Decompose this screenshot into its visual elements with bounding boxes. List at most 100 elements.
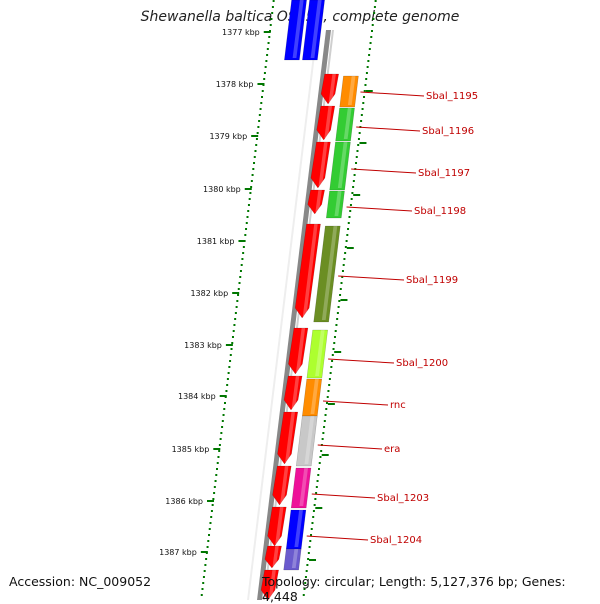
scale-dot-left bbox=[218, 450, 221, 452]
scale-dot-right bbox=[338, 300, 341, 302]
scale-dot-left bbox=[258, 120, 261, 122]
scale-dot-right bbox=[369, 42, 372, 44]
scale-dot-left bbox=[249, 192, 252, 194]
reverse-feature bbox=[264, 545, 282, 569]
scale-dot-left bbox=[239, 276, 242, 278]
kbp-scale: 1377 kbp 1378 kbp 1379 kbp 1380 kbp 1381 kbp… bbox=[159, 0, 377, 596]
scale-dot-left bbox=[218, 444, 221, 446]
scale-dot-right bbox=[374, 0, 377, 2]
scale-dot-right bbox=[328, 384, 331, 386]
scale-dot-right bbox=[372, 18, 375, 20]
cds-sbal_1195 bbox=[339, 75, 359, 108]
scale-dot-right bbox=[321, 438, 324, 440]
kbp-label: 1377 kbp bbox=[222, 28, 260, 37]
scale-dot-right bbox=[339, 288, 342, 290]
cds-sbal_1204-highlight bbox=[294, 510, 303, 547]
scale-dot-left bbox=[260, 102, 263, 104]
label-leader-line bbox=[338, 275, 405, 281]
scale-dot-left bbox=[219, 438, 222, 440]
label-leader-line bbox=[346, 206, 413, 212]
scale-dot-right bbox=[323, 420, 326, 422]
kbp-tick bbox=[257, 83, 265, 85]
scale-dot-right bbox=[347, 228, 350, 230]
scale-dot-left bbox=[269, 24, 272, 26]
scale-dot-right bbox=[366, 66, 369, 68]
scale-dot-right bbox=[350, 198, 353, 200]
kbp-tick bbox=[200, 551, 208, 553]
cds-sbal_1199-highlight bbox=[321, 226, 338, 320]
scale-dot-right bbox=[306, 564, 309, 566]
scale-dot-left bbox=[247, 210, 250, 212]
label-leader-line bbox=[323, 400, 389, 406]
kbp-label: 1383 kbp bbox=[184, 341, 222, 350]
scale-dot-right bbox=[333, 342, 336, 344]
scale-dot-left bbox=[204, 564, 207, 566]
scale-dot-right bbox=[308, 546, 311, 548]
scale-dot-right bbox=[365, 78, 368, 80]
scale-dot-left bbox=[215, 474, 218, 476]
kbp-label: 1378 kbp bbox=[216, 80, 254, 89]
scale-dot-right bbox=[355, 156, 358, 158]
reverse-feature-highlight bbox=[296, 328, 306, 372]
scale-dot-right bbox=[305, 570, 308, 572]
reverse-feature-highlight bbox=[318, 142, 328, 186]
scale-dot-left bbox=[229, 360, 232, 362]
forward-feature-highlight bbox=[310, 0, 322, 58]
scale-dot-right bbox=[343, 258, 346, 260]
label-leader-line bbox=[351, 168, 417, 174]
scale-dot-right bbox=[307, 558, 310, 560]
cds-sbal_1197-highlight bbox=[337, 142, 348, 188]
scale-dot-left bbox=[237, 288, 240, 290]
scale-dot-right bbox=[336, 312, 339, 314]
label-leader-line bbox=[317, 444, 383, 450]
scale-dot-right bbox=[325, 402, 328, 404]
scale-dot-left bbox=[213, 492, 216, 494]
scale-dot-right bbox=[340, 282, 343, 284]
scale-dot-right bbox=[315, 492, 318, 494]
scale-dot-right bbox=[314, 498, 317, 500]
scale-dot-right bbox=[358, 132, 361, 134]
scale-dot-left bbox=[241, 258, 244, 260]
scale-dot-left bbox=[231, 342, 234, 344]
kbp-tick-right bbox=[315, 507, 323, 509]
scale-dot-right bbox=[347, 222, 350, 224]
scale-dot-right bbox=[310, 528, 313, 530]
reverse-strand-features bbox=[260, 73, 339, 600]
scale-dot-right bbox=[322, 432, 325, 434]
scale-dot-left bbox=[256, 132, 259, 134]
kbp-label: 1384 kbp bbox=[178, 392, 216, 401]
cds-feature-highlight bbox=[291, 549, 299, 568]
scale-dot-left bbox=[216, 468, 219, 470]
scale-dot-left bbox=[265, 60, 268, 62]
scale-dot-right bbox=[315, 486, 318, 488]
reverse-feature-highlight bbox=[280, 466, 289, 503]
scale-dot-right bbox=[339, 294, 342, 296]
reverse-feature bbox=[277, 411, 299, 465]
scale-dot-right bbox=[351, 192, 354, 194]
backbone-inner bbox=[247, 30, 318, 600]
cds-sbal_1203-highlight bbox=[299, 468, 309, 506]
scale-dot-left bbox=[222, 414, 225, 416]
scale-dot-left bbox=[237, 294, 240, 296]
scale-dot-left bbox=[268, 36, 271, 38]
scale-dot-left bbox=[242, 246, 245, 248]
scale-dot-left bbox=[232, 330, 235, 332]
scale-dot-right bbox=[356, 150, 359, 152]
cds-sbal_1200 bbox=[306, 329, 328, 379]
scale-dot-right bbox=[324, 414, 327, 416]
gene-label: rnc bbox=[390, 400, 406, 411]
reverse-feature-highlight bbox=[272, 546, 279, 566]
scale-dot-left bbox=[252, 168, 255, 170]
scale-dot-left bbox=[212, 498, 215, 500]
forward-strand-features bbox=[284, 0, 325, 61]
scale-dot-left bbox=[220, 432, 223, 434]
scale-dot-left bbox=[235, 306, 238, 308]
scale-dot-right bbox=[336, 318, 339, 320]
scale-dot-left bbox=[209, 522, 212, 524]
scale-dot-left bbox=[223, 408, 226, 410]
cds-sbal_1198 bbox=[325, 190, 345, 219]
gene-label: Sbal_1196 bbox=[422, 126, 474, 137]
reverse-feature bbox=[267, 506, 287, 547]
scale-dot-left bbox=[261, 90, 264, 92]
